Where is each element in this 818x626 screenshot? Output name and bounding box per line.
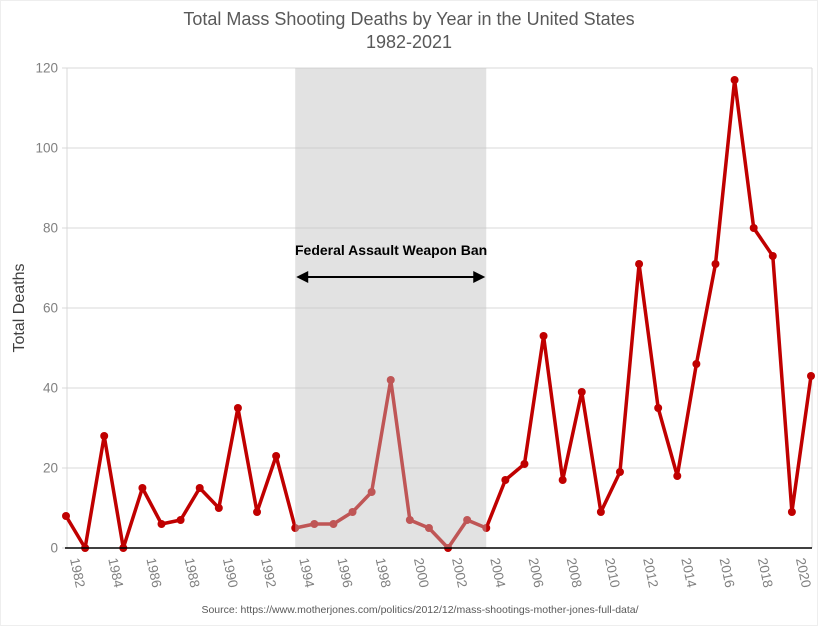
x-tick-label-1994: 1994 <box>296 557 317 590</box>
data-point-2005 <box>501 476 510 484</box>
y-tick-label-100: 100 <box>35 141 58 156</box>
x-tick-label-2002: 2002 <box>449 557 470 590</box>
data-point-2004 <box>482 524 491 532</box>
x-tick-label-1992: 1992 <box>258 557 279 590</box>
y-tick-label-120: 120 <box>35 61 58 76</box>
x-tick-label-2014: 2014 <box>678 557 699 590</box>
x-tick-label-2016: 2016 <box>717 557 738 590</box>
data-point-2013 <box>654 404 663 412</box>
data-point-2016 <box>711 260 720 268</box>
data-point-2019 <box>768 252 777 260</box>
x-tick-label-2006: 2006 <box>526 557 547 590</box>
data-point-1991 <box>233 404 242 412</box>
x-tick-label-1996: 1996 <box>335 557 356 590</box>
data-point-2011 <box>615 468 624 476</box>
data-point-2021 <box>807 372 815 380</box>
y-tick-label-80: 80 <box>43 221 58 236</box>
x-tick-label-2004: 2004 <box>487 557 508 590</box>
data-point-1982 <box>62 512 70 520</box>
x-tick-label-1982: 1982 <box>67 557 88 590</box>
y-tick-label-0: 0 <box>50 541 58 556</box>
x-tick-label-1990: 1990 <box>220 557 241 590</box>
ban-arrow <box>296 271 486 283</box>
data-point-2008 <box>558 476 567 484</box>
data-point-2017 <box>730 76 739 84</box>
data-point-1992 <box>253 508 262 516</box>
chart-title: Total Mass Shooting Deaths by Year in th… <box>0 8 818 54</box>
x-tick-label-1986: 1986 <box>143 557 164 590</box>
data-point-1984 <box>100 432 109 440</box>
data-line <box>64 78 813 550</box>
data-point-1993 <box>272 452 281 460</box>
x-tick-label-1988: 1988 <box>182 557 203 590</box>
x-tick-label-2018: 2018 <box>755 557 776 590</box>
ban-arrow-head-left <box>296 271 309 283</box>
data-point-2000 <box>405 516 414 524</box>
data-point-1990 <box>214 504 223 512</box>
x-tick-label-1984: 1984 <box>105 557 126 590</box>
data-point-2006 <box>520 460 529 468</box>
x-tick-label-2008: 2008 <box>564 557 585 590</box>
chart-title-line1: Total Mass Shooting Deaths by Year in th… <box>183 9 635 29</box>
data-point-1999 <box>386 376 395 384</box>
data-point-1986 <box>138 484 147 492</box>
y-tick-label-60: 60 <box>43 301 58 316</box>
data-point-1994 <box>291 524 300 532</box>
gridlines <box>62 67 813 549</box>
data-point-1997 <box>348 508 357 516</box>
y-tick-labels: 0 20 40 60 80 100 120 <box>35 61 58 556</box>
y-tick-label-40: 40 <box>43 381 58 396</box>
data-point-2012 <box>635 260 644 268</box>
data-point-2010 <box>596 508 605 516</box>
data-point-1988 <box>176 516 185 524</box>
data-point-2001 <box>424 524 433 532</box>
chart-title-line2: 1982-2021 <box>365 32 453 52</box>
data-points <box>62 76 815 552</box>
data-point-2018 <box>749 224 758 232</box>
y-tick-label-20: 20 <box>43 461 58 476</box>
data-point-2009 <box>577 388 586 396</box>
data-point-1995 <box>310 520 319 528</box>
x-tick-labels: 1982 1984 1986 1988 1990 1992 1994 1996 1998 2000… <box>67 557 814 590</box>
data-point-1989 <box>195 484 204 492</box>
source-text: Source: https://www.motherjones.com/poli… <box>201 604 639 616</box>
data-point-2020 <box>787 508 796 516</box>
data-point-2003 <box>463 516 472 524</box>
data-point-1996 <box>329 520 338 528</box>
data-point-2007 <box>539 332 548 340</box>
x-tick-label-2012: 2012 <box>640 557 661 590</box>
data-point-1987 <box>157 520 166 528</box>
x-tick-label-2000: 2000 <box>411 557 432 590</box>
x-tick-label-1998: 1998 <box>373 557 394 590</box>
x-tick-label-2010: 2010 <box>602 557 623 590</box>
data-point-2015 <box>692 360 701 368</box>
data-point-1998 <box>367 488 376 496</box>
x-tick-label-2020: 2020 <box>793 557 814 590</box>
y-axis-title: Total Deaths <box>11 263 28 353</box>
ban-annotation-label: Federal Assault Weapon Ban <box>295 242 488 258</box>
data-point-2014 <box>673 472 682 480</box>
ban-arrow-head-right <box>473 271 486 283</box>
ban-band <box>295 68 487 548</box>
